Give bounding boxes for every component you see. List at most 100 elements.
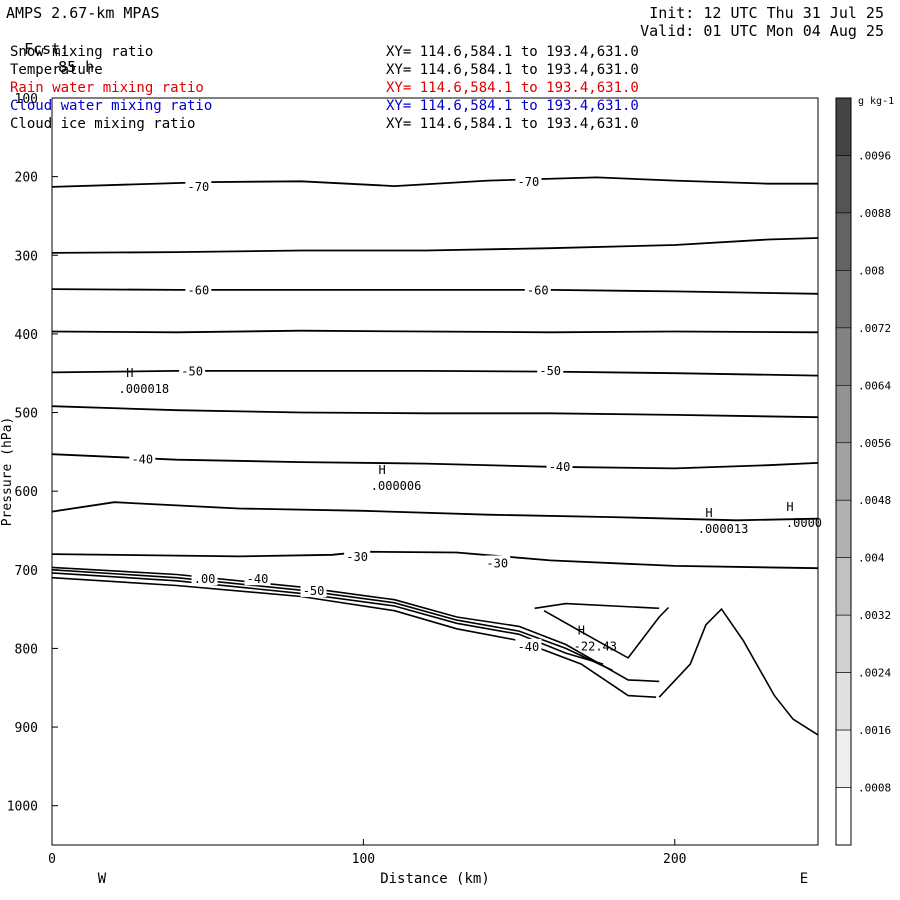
contour-label-bg bbox=[515, 638, 542, 653]
contour-label: -40 bbox=[549, 460, 571, 474]
y-tick-label: 400 bbox=[15, 328, 38, 343]
forecast-value: 85 h bbox=[58, 58, 95, 76]
contour-label-bg bbox=[129, 451, 156, 466]
temperature-contour bbox=[51, 501, 819, 522]
init-time: Init: 12 UTC Thu 31 Jul 25 bbox=[649, 4, 884, 22]
y-tick-label: 300 bbox=[15, 249, 38, 264]
temperature-contour bbox=[51, 550, 819, 570]
contour-label: .00 bbox=[194, 572, 216, 586]
high-marker: H bbox=[786, 500, 793, 514]
temperature-contour bbox=[51, 288, 819, 295]
high-marker: H bbox=[378, 463, 385, 477]
colorbar-tick-label: .0056 bbox=[858, 437, 891, 450]
colorbar-swatch bbox=[835, 270, 852, 329]
colorbar-swatch bbox=[835, 212, 852, 271]
contour-label: -70 bbox=[518, 175, 540, 189]
colorbar-unit: g kg-1 bbox=[858, 96, 894, 107]
colorbar-tick-label: .0016 bbox=[858, 724, 891, 737]
contour-label-bg bbox=[344, 549, 371, 564]
temperature-contour bbox=[51, 237, 819, 254]
high-value: .000006 bbox=[371, 479, 422, 493]
colorbar-frame bbox=[835, 97, 852, 846]
colorbar-tick-label: .0096 bbox=[858, 149, 891, 162]
west-label: W bbox=[98, 871, 107, 887]
contour-label-bg bbox=[515, 174, 542, 189]
lower-contour bbox=[51, 569, 613, 672]
contour-label: -70 bbox=[188, 180, 210, 194]
y-axis-title: Pressure (hPa) bbox=[0, 417, 15, 527]
lower-contour bbox=[51, 576, 657, 698]
y-tick-label: 800 bbox=[15, 642, 38, 657]
x-tick-label: 200 bbox=[663, 852, 686, 867]
contour-label-bg bbox=[546, 458, 573, 473]
contour-label: -50 bbox=[181, 365, 203, 379]
x-axis-title: Distance (km) bbox=[380, 871, 490, 887]
y-tick-label: 500 bbox=[15, 407, 38, 422]
field-xy-cloud-ice: XY= 114.6,584.1 to 193.4,631.0 bbox=[386, 116, 639, 132]
contour-label: -50 bbox=[539, 364, 561, 378]
high-value: .0000 bbox=[786, 516, 822, 530]
colorbar-tick-label: .0072 bbox=[858, 322, 891, 335]
y-tick-label: 900 bbox=[15, 721, 38, 736]
contour-label-bg bbox=[524, 282, 551, 297]
colorbar-swatch bbox=[835, 385, 852, 444]
contour-label: -40 bbox=[247, 572, 269, 586]
colorbar-tick-label: .004 bbox=[858, 552, 885, 565]
y-tick-label: 100 bbox=[15, 92, 38, 107]
colorbar-swatch bbox=[835, 499, 852, 558]
field-name-cloud-ice: Cloud ice mixing ratio bbox=[10, 116, 196, 132]
y-tick-label: 700 bbox=[15, 564, 38, 579]
field-name-rain: Rain water mixing ratio bbox=[10, 80, 204, 96]
contour-label-bg bbox=[484, 555, 511, 570]
colorbar-swatch bbox=[835, 557, 852, 616]
contour-label: -40 bbox=[131, 453, 153, 467]
temperature-contour bbox=[51, 453, 819, 470]
valid-time: Valid: 01 UTC Mon 04 Aug 25 bbox=[640, 22, 884, 40]
forecast-label: Fcst: 85 h bbox=[6, 22, 94, 76]
model-title: AMPS 2.67-km MPAS bbox=[6, 4, 160, 22]
y-tick-label: 600 bbox=[15, 485, 38, 500]
high-value: .000013 bbox=[698, 522, 749, 536]
colorbar-tick-label: .0088 bbox=[858, 207, 891, 220]
contour-label-bg bbox=[300, 583, 327, 598]
field-name-temperature: Temperature bbox=[10, 62, 103, 78]
temperature-contour bbox=[51, 176, 818, 188]
y-tick-label: 200 bbox=[15, 171, 38, 186]
temperature-contour bbox=[51, 370, 819, 377]
field-xy-snow: XY= 114.6,584.1 to 193.4,631.0 bbox=[386, 44, 639, 60]
high-value: .000018 bbox=[119, 382, 170, 396]
field-xy-cloud-water: XY= 114.6,584.1 to 193.4,631.0 bbox=[386, 98, 639, 114]
colorbar-swatch bbox=[835, 97, 852, 156]
colorbar-tick-label: .0032 bbox=[858, 609, 891, 622]
x-tick-label: 0 bbox=[48, 852, 56, 867]
contour-label: -60 bbox=[188, 284, 210, 298]
high-marker: H bbox=[578, 623, 585, 637]
forecast-label-text: Fcst: bbox=[24, 40, 70, 58]
field-name-cloud-water: Cloud water mixing ratio bbox=[10, 98, 213, 114]
contour-label-bg bbox=[537, 362, 564, 377]
lower-contour bbox=[543, 606, 670, 659]
colorbar-swatch bbox=[835, 787, 852, 846]
contour-label: -30 bbox=[346, 550, 368, 564]
contour-label-bg bbox=[185, 282, 212, 297]
contour-label: -50 bbox=[303, 584, 325, 598]
field-xy-rain: XY= 114.6,584.1 to 193.4,631.0 bbox=[386, 80, 639, 96]
east-label: E bbox=[800, 871, 808, 887]
y-tick-label: 1000 bbox=[7, 800, 38, 815]
colorbar-swatch bbox=[835, 442, 852, 501]
colorbar-tick-label: .0024 bbox=[858, 667, 891, 680]
colorbar-tick-label: .0048 bbox=[858, 494, 891, 507]
contour-label-bg bbox=[185, 178, 212, 193]
high-value: -22.43 bbox=[574, 639, 617, 653]
lower-contour bbox=[658, 607, 819, 736]
contour-label: -40 bbox=[518, 640, 540, 654]
contour-label: -60 bbox=[527, 284, 549, 298]
high-marker: H bbox=[705, 506, 712, 520]
contour-label-bg bbox=[244, 571, 271, 586]
colorbar-tick-label: .0008 bbox=[858, 782, 891, 795]
field-xy-temperature: XY= 114.6,584.1 to 193.4,631.0 bbox=[386, 62, 639, 78]
colorbar-swatch bbox=[835, 729, 852, 788]
colorbar-tick-label: .008 bbox=[858, 264, 885, 277]
colorbar-swatch bbox=[835, 327, 852, 386]
